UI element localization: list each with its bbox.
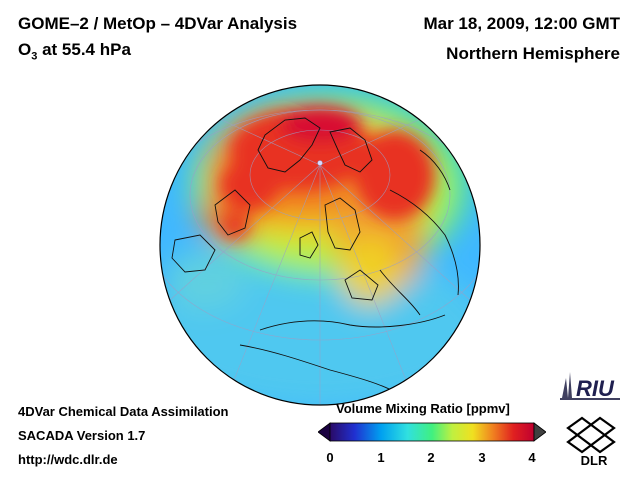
globe-outline bbox=[159, 84, 481, 406]
north-pole-marker bbox=[317, 160, 323, 166]
species-suffix: at 55.4 hPa bbox=[37, 40, 131, 59]
riu-logo: RIU bbox=[560, 372, 620, 401]
species-label: O3 at 55.4 hPa bbox=[18, 40, 131, 62]
footer-line-1: 4DVar Chemical Data Assimilation bbox=[18, 404, 229, 419]
colorbar bbox=[318, 422, 546, 442]
colorbar-tick-0: 0 bbox=[326, 450, 334, 465]
species-prefix: O bbox=[18, 40, 32, 59]
colorbar-gradient bbox=[329, 422, 535, 442]
ozone-field bbox=[160, 85, 480, 405]
footer-line-3: http://wdc.dlr.de bbox=[18, 452, 118, 467]
colorbar-max-arrow bbox=[533, 422, 546, 442]
dlr-logo-text: DLR bbox=[581, 453, 608, 468]
colorbar-tick-2: 2 bbox=[427, 450, 435, 465]
colorbar-title: Volume Mixing Ratio [ppmv] bbox=[336, 401, 510, 416]
dlr-logo-mark bbox=[566, 416, 616, 454]
colorbar-tick-1: 1 bbox=[377, 450, 385, 465]
map-title: GOME–2 / MetOp – 4DVar Analysis bbox=[18, 14, 298, 33]
coastlines bbox=[171, 117, 459, 396]
colorbar-min-arrow bbox=[318, 422, 331, 442]
graticule bbox=[160, 109, 480, 405]
colorbar-tick-3: 3 bbox=[478, 450, 486, 465]
datetime-label: Mar 18, 2009, 12:00 GMT bbox=[423, 14, 620, 33]
region-label: Northern Hemisphere bbox=[446, 44, 620, 63]
riu-logo-text: RIU bbox=[576, 376, 615, 401]
footer-line-2: SACADA Version 1.7 bbox=[18, 428, 146, 443]
dlr-logo: DLR bbox=[566, 416, 616, 468]
colorbar-tick-4: 4 bbox=[528, 450, 536, 465]
species-subscript: 3 bbox=[31, 50, 38, 63]
